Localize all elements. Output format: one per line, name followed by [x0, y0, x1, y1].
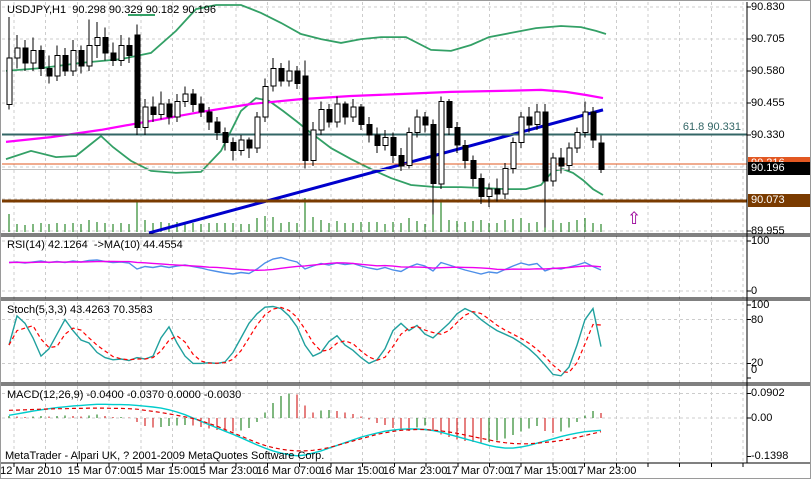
macd-line — [8, 403, 602, 457]
time-axis-label: 16 Mar 07:00 — [256, 465, 322, 477]
stochastic-indicator-header: Stoch(5,3,3) 43.4263 70.3583 — [7, 304, 153, 316]
price-axis-label: 90.330 — [751, 129, 785, 141]
macd-axis-label: 0.0902 — [751, 387, 785, 400]
bollinger-upper-band — [5, 4, 607, 72]
rsi-ma-line — [8, 260, 602, 272]
trendline — [148, 108, 604, 235]
fibonacci-level-label[interactable]: 61.8 90.331 — [682, 121, 741, 133]
moving-average-line — [5, 88, 604, 143]
price-axis-label: 90.705 — [751, 32, 785, 45]
rsi-indicator-header: RSI(14) 42.1264 ->MA(10) 44.4554 — [7, 239, 183, 251]
time-axis-label: 17 Mar 15:00 — [508, 465, 574, 477]
stoch-axis-label: 0 — [751, 364, 758, 376]
stoch-axis-label: 80 — [751, 313, 764, 326]
stochastic-k-line — [8, 305, 602, 377]
time-axis-label: 17 Mar 23:00 — [571, 465, 637, 477]
time-axis-label: 16 Mar 23:00 — [382, 465, 448, 477]
price-axis-label: 90.580 — [751, 64, 785, 77]
macd-signal-line — [8, 407, 602, 452]
price-axis-label: 90.455 — [751, 96, 785, 109]
time-axis-label: 15 Mar 15:00 — [130, 465, 196, 477]
macd-axis-label: -0.1398 — [751, 450, 789, 463]
rsi-axis-label: 100 — [751, 235, 770, 247]
time-axis-label: 17 Mar 07:00 — [445, 465, 511, 477]
time-axis-label: 16 Mar 15:00 — [319, 465, 385, 477]
title-underline — [128, 14, 155, 16]
price-axis-label: 89.955 — [751, 225, 785, 238]
stoch-axis-label: 20 — [751, 357, 764, 370]
candles — [6, 17, 605, 228]
macd-axis-label: 0.00 — [751, 412, 773, 424]
symbol-ohlc-header: USDJPY,H1 90.298 90.329 90.182 90.196 — [7, 4, 216, 16]
macd-histogram — [8, 393, 602, 443]
price-axis-label: 90.830 — [751, 0, 785, 13]
brown-level-price-label: 90.073 — [748, 193, 810, 207]
time-axis-label: 15 Mar 07:00 — [67, 465, 133, 477]
current-price-label: 90.196 — [748, 162, 810, 176]
rsi-axis-label: 0 — [751, 285, 758, 297]
macd-indicator-header: MACD(12,26,9) -0.0400 -0.0370 0.0000 -0.… — [7, 389, 242, 401]
stoch-axis-label: 100 — [751, 299, 770, 311]
stochastic-d-line — [8, 306, 602, 374]
panel-separators — [1, 2, 810, 467]
up-arrow-annotation: ⇧ — [627, 209, 641, 229]
volume-bars — [8, 197, 602, 232]
time-axis-label: 12 Mar 2010 — [0, 465, 62, 477]
status-bar-copyright: MetaTrader - Alpari UK, ? 2001-2009 Meta… — [5, 450, 325, 462]
time-axis-label: 15 Mar 23:00 — [193, 465, 259, 477]
